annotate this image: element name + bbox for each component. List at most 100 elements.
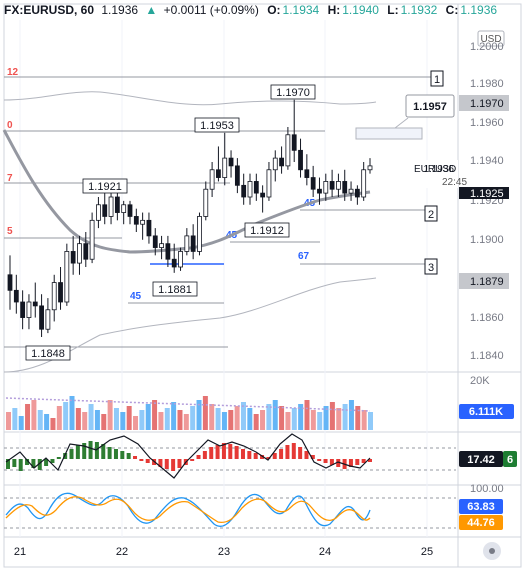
- candle-body: [291, 134, 297, 151]
- histogram-bar: [298, 447, 303, 459]
- volume-bar: [6, 412, 11, 430]
- volume-bar: [253, 414, 259, 430]
- candle-body: [70, 251, 76, 264]
- target-boxes[interactable]: 1 2 3: [424, 70, 444, 275]
- histogram-bar: [215, 445, 220, 459]
- candle-body: [39, 305, 44, 330]
- volume-bar: [190, 406, 196, 430]
- time-tick: 24: [319, 546, 331, 558]
- volume-bar: [279, 406, 285, 430]
- volume-bar: [234, 406, 240, 430]
- badge-1970: 1.1970: [470, 98, 504, 110]
- histogram-bar: [260, 455, 265, 459]
- badge-1879: 1.1879: [470, 276, 504, 288]
- time-axis[interactable]: 21 22 23 24 25: [14, 546, 433, 558]
- volume-badge-bg: [459, 404, 514, 419]
- svg-text:1.1848: 1.1848: [31, 348, 65, 360]
- histogram-bar: [133, 456, 138, 459]
- volume-bar: [158, 412, 164, 430]
- candle-body: [127, 204, 133, 217]
- upper-band-line: [3, 91, 377, 106]
- close-value: 1.1936: [460, 3, 497, 17]
- current-countdown: 22:45: [442, 177, 467, 188]
- histogram-bar: [355, 459, 360, 465]
- symbol-label: FX:EURUSD, 60: [4, 3, 94, 17]
- volume-bar: [221, 412, 227, 430]
- histogram-bar: [221, 443, 226, 459]
- candle-body: [102, 204, 108, 217]
- candle-body: [77, 243, 82, 264]
- candle-body: [89, 219, 95, 260]
- volume-bars: [6, 396, 373, 430]
- candle-body: [190, 235, 196, 252]
- histogram-bar: [145, 459, 150, 463]
- histogram-bar: [164, 459, 169, 469]
- svg-text:1.1953: 1.1953: [200, 120, 234, 132]
- volume-bar: [272, 400, 278, 430]
- current-price-text: 1.1936: [423, 164, 454, 175]
- histogram-bar: [12, 459, 17, 467]
- volume-bar: [355, 406, 361, 430]
- candle-body: [241, 184, 247, 198]
- volume-value: 6.111K: [469, 406, 503, 418]
- histogram-bar: [82, 443, 87, 459]
- currency-button[interactable]: USD: [477, 30, 505, 47]
- histogram-bar: [323, 459, 328, 463]
- target-box-1[interactable]: 1: [430, 70, 444, 87]
- price-tick: 1.1860: [470, 312, 504, 324]
- svg-text:1.1881: 1.1881: [158, 284, 192, 296]
- current-price-label: EURUSD 22:45: [410, 160, 467, 188]
- candle-body: [178, 251, 183, 268]
- cycle-number: 67: [298, 251, 310, 262]
- volume-bar: [304, 400, 310, 430]
- annotation-1953: 1.1953: [194, 117, 240, 133]
- time-tick: 21: [14, 546, 26, 558]
- histogram-bar: [234, 446, 239, 459]
- volume-bar: [336, 408, 342, 430]
- candle-body: [304, 169, 310, 178]
- price-tick: 1.1940: [470, 155, 504, 167]
- lower-band-line: [3, 277, 377, 373]
- badge-1970-bg: [459, 95, 509, 111]
- candle-body: [234, 165, 240, 186]
- callout-value: 1.1957: [413, 101, 447, 113]
- histogram-bar: [202, 451, 207, 459]
- histogram-bar: [139, 459, 144, 461]
- volume-bar: [177, 410, 183, 430]
- indicator-signal-line: [5, 433, 371, 479]
- target-box-2[interactable]: 2: [424, 205, 438, 222]
- histogram-bar: [329, 459, 334, 465]
- histogram-bar: [126, 453, 131, 459]
- candlestick-series: [7, 99, 373, 337]
- price-tick: 1.1900: [470, 234, 504, 246]
- vertical-grid: [19, 20, 428, 537]
- indicator-extra: 6: [507, 454, 513, 466]
- volume-bar: [31, 400, 37, 430]
- price-axis[interactable]: 1.2000 1.1980 1.1960 1.1940 1.1920 1.190…: [470, 41, 504, 362]
- candle-body: [45, 309, 51, 330]
- candle-body: [272, 157, 278, 171]
- volume-bar: [266, 404, 272, 430]
- target-box-3[interactable]: 3: [424, 258, 438, 275]
- candle-body: [367, 165, 373, 171]
- histogram-bar: [253, 453, 258, 459]
- candle-body: [342, 181, 348, 194]
- current-symbol: EURUSD: [414, 164, 456, 175]
- histogram-bar: [279, 449, 284, 459]
- candle-body: [96, 204, 101, 221]
- annotation-1881: 1.1881: [152, 281, 198, 297]
- price-tick: 1.1840: [470, 350, 504, 362]
- price-callout[interactable]: 1.1957: [355, 94, 455, 140]
- volume-bar: [25, 404, 31, 430]
- histogram-bar: [209, 447, 214, 459]
- histogram-bar: [190, 459, 195, 461]
- annotation-high-1970: 1.1970: [270, 84, 316, 100]
- volume-bar: [202, 396, 208, 430]
- volume-bar: [285, 412, 291, 430]
- open-value: 1.1934: [283, 3, 320, 17]
- histogram-bar: [107, 447, 112, 459]
- price-tick: 1.1980: [470, 78, 504, 90]
- settings-gear-icon[interactable]: [483, 542, 501, 560]
- histogram-bar: [25, 459, 30, 465]
